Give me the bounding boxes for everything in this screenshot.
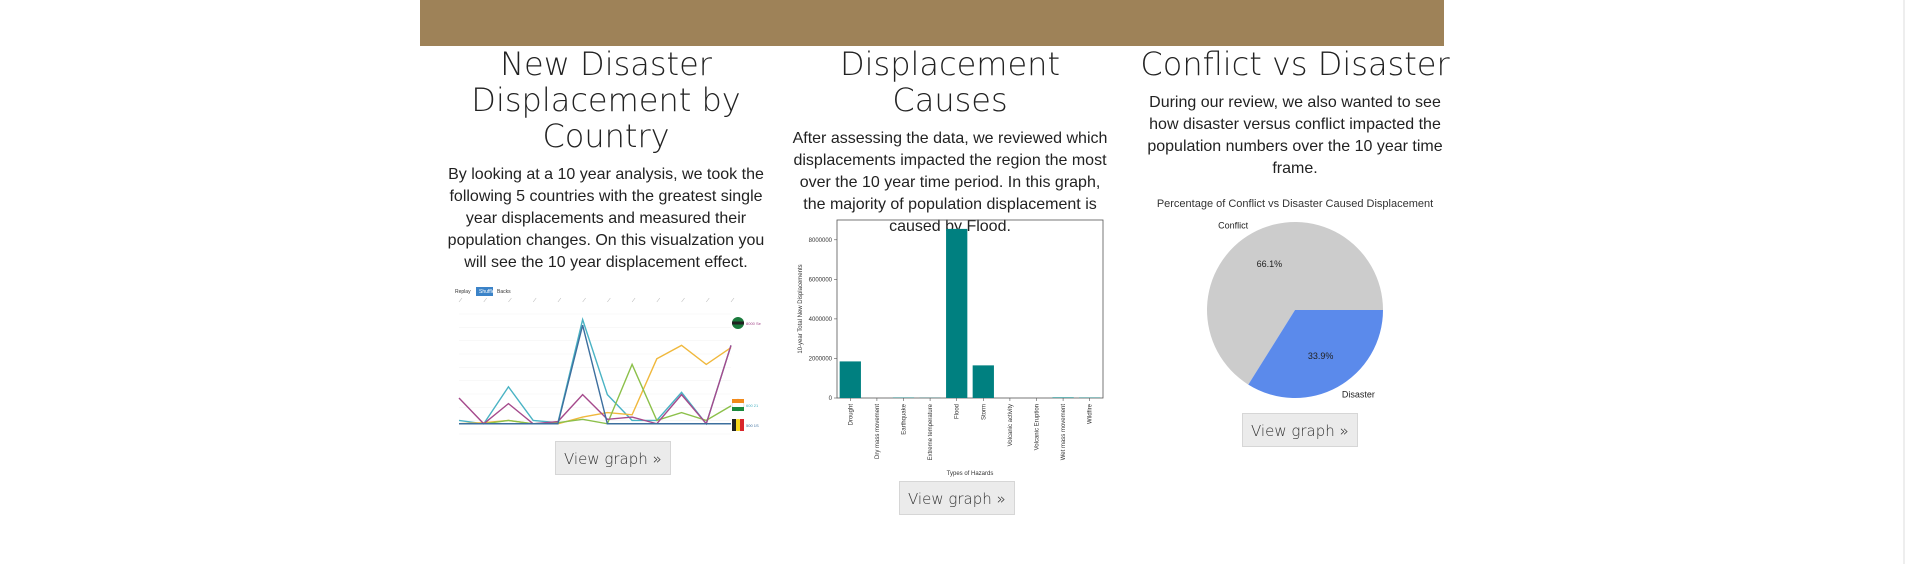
scrollbar-track[interactable] <box>1903 0 1905 564</box>
country-line <box>459 362 732 425</box>
x-tick-label: Storm <box>981 404 987 420</box>
x-tick-mark <box>607 297 611 303</box>
pie-percent-label: 33.9% <box>1308 351 1334 361</box>
flag-markers: 8000 Se 600 21 500 1S <box>731 317 762 431</box>
backs-control[interactable]: Backs <box>497 289 511 295</box>
bar <box>972 365 994 398</box>
plot-frame <box>836 219 1104 399</box>
end-label: 600 21 <box>746 403 759 408</box>
view-graph-button[interactable]: View graph » <box>1242 413 1358 447</box>
x-tick-mark <box>582 297 586 303</box>
x-tick-mark <box>532 297 537 303</box>
shuffle-control[interactable]: Shuffle <box>479 289 495 295</box>
end-label: 8000 Se <box>746 321 762 326</box>
chart-title: Percentage of Conflict vs Disaster Cause… <box>1157 198 1433 210</box>
country-lines <box>458 317 732 426</box>
x-tick-label: Flood <box>955 404 961 419</box>
section-body: After assessing the data, we reviewed wh… <box>792 130 1108 235</box>
y-gridlines <box>459 313 731 435</box>
section-displacement-by-country: New Disaster Displacement by Country By … <box>446 46 766 274</box>
displacement-causes-bar-chart: 0 2000000 4000000 6000000 8000000 Drought Dry… <box>798 219 1104 477</box>
x-tick-mark <box>656 297 661 303</box>
flag-stripe <box>732 407 744 411</box>
x-tick-mark <box>730 297 735 303</box>
flag-stripe <box>732 321 744 325</box>
x-tick-mark <box>631 297 636 303</box>
pie-slices <box>1207 222 1383 398</box>
y-tick-label: 2000000 <box>809 356 833 362</box>
end-label: 500 1S <box>746 423 759 428</box>
x-tick-marks <box>458 297 735 303</box>
y-axis-ticks: 0 2000000 4000000 6000000 8000000 <box>809 238 837 402</box>
pie-percent-label: 66.1% <box>1257 259 1283 269</box>
x-tick-label: Wet mass movement <box>1061 404 1067 461</box>
pie-slice <box>1248 310 1383 398</box>
bars <box>839 228 1101 398</box>
bar <box>839 361 861 398</box>
y-tick-label: 0 <box>829 396 833 402</box>
x-tick-mark <box>681 297 685 303</box>
x-tick-mark <box>458 297 463 303</box>
header-bar <box>420 0 1444 46</box>
x-tick-mark <box>557 297 562 303</box>
x-tick-label: Volcanic activity <box>1008 404 1014 446</box>
section-title: New Disaster Displacement by Country <box>471 45 741 155</box>
country-line <box>459 325 731 425</box>
x-axis-ticks: Drought Dry mass movement Earthquake Extrem… <box>848 398 1094 461</box>
x-tick-mark <box>706 297 710 303</box>
section-title: Displacement Causes <box>840 45 1060 119</box>
conflict-vs-disaster-pie-chart: Percentage of Conflict vs Disaster Cause… <box>1157 198 1433 400</box>
country-line <box>458 317 732 426</box>
flag-stripe <box>732 399 744 403</box>
section-displacement-causes: Displacement Causes After assessing the … <box>790 46 1110 238</box>
bar <box>946 228 968 398</box>
shuffle-control-bg <box>476 287 493 296</box>
pie-labels: 66.1% Conflict 33.9% Disaster <box>1218 220 1375 399</box>
x-axis-label: Types of Hazards <box>947 471 994 477</box>
x-tick-label: Earthquake <box>902 403 908 434</box>
country-line-chart-embed[interactable]: Replay Shuffle Backs 8000 Se 600 21 500 … <box>451 284 764 438</box>
x-tick-label: Dry mass movement <box>875 404 881 459</box>
flag-stripe <box>740 419 744 431</box>
chart-controls[interactable]: Replay Shuffle Backs <box>455 287 511 296</box>
pie-slice <box>1207 222 1383 385</box>
x-tick-label: Volcanic Eruption <box>1035 404 1041 450</box>
replay-control[interactable]: Replay <box>455 289 471 295</box>
section-conflict-vs-disaster: Conflict vs Disaster During our review, … <box>1135 46 1455 180</box>
y-tick-label: 8000000 <box>809 238 833 244</box>
y-axis-label: 10-year Total New Displacements <box>798 264 804 353</box>
x-tick-mark <box>483 297 487 303</box>
section-title: Conflict vs Disaster <box>1140 45 1450 83</box>
x-tick-label: Drought <box>848 404 854 426</box>
y-tick-label: 6000000 <box>809 277 833 283</box>
pie-category-label: Conflict <box>1218 220 1249 230</box>
x-tick-label: Extreme temperature <box>928 403 934 460</box>
pie-category-label: Disaster <box>1342 390 1375 400</box>
section-body: By looking at a 10 year analysis, we too… <box>447 166 765 271</box>
x-tick-mark <box>508 297 512 303</box>
country-line <box>458 345 732 426</box>
bar <box>1052 397 1074 398</box>
flag-stripe <box>732 419 736 431</box>
x-tick-label: Wildfire <box>1088 403 1094 424</box>
view-graph-button[interactable]: View graph » <box>899 481 1015 515</box>
y-tick-label: 4000000 <box>809 317 833 323</box>
section-body: During our review, we also wanted to see… <box>1147 94 1443 177</box>
view-graph-button[interactable]: View graph » <box>555 441 671 475</box>
